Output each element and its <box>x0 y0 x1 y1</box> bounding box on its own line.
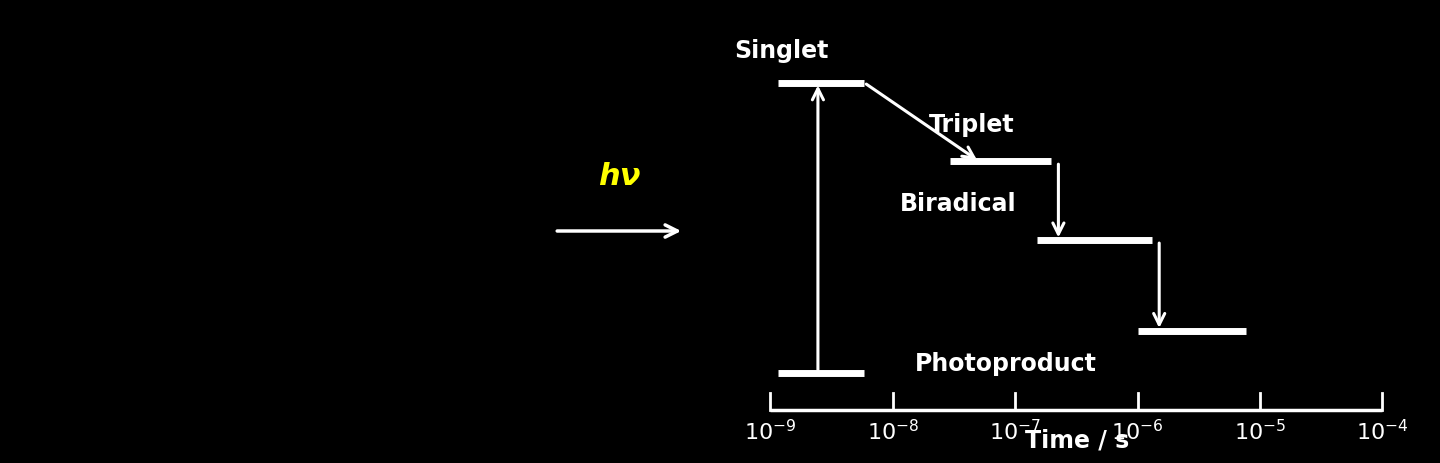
Text: Biradical: Biradical <box>900 192 1017 216</box>
Text: Singlet: Singlet <box>734 39 829 63</box>
Text: $10^{-6}$: $10^{-6}$ <box>1112 418 1164 443</box>
Text: hν: hν <box>598 162 641 190</box>
Text: Photoproduct: Photoproduct <box>914 351 1096 375</box>
Text: $10^{-7}$: $10^{-7}$ <box>989 418 1041 443</box>
Text: $10^{-4}$: $10^{-4}$ <box>1356 418 1408 443</box>
Text: $10^{-8}$: $10^{-8}$ <box>867 418 919 443</box>
Text: $10^{-9}$: $10^{-9}$ <box>744 418 796 443</box>
Text: Triplet: Triplet <box>929 113 1014 137</box>
Text: $10^{-5}$: $10^{-5}$ <box>1234 418 1286 443</box>
Text: Time / s: Time / s <box>1025 427 1129 451</box>
